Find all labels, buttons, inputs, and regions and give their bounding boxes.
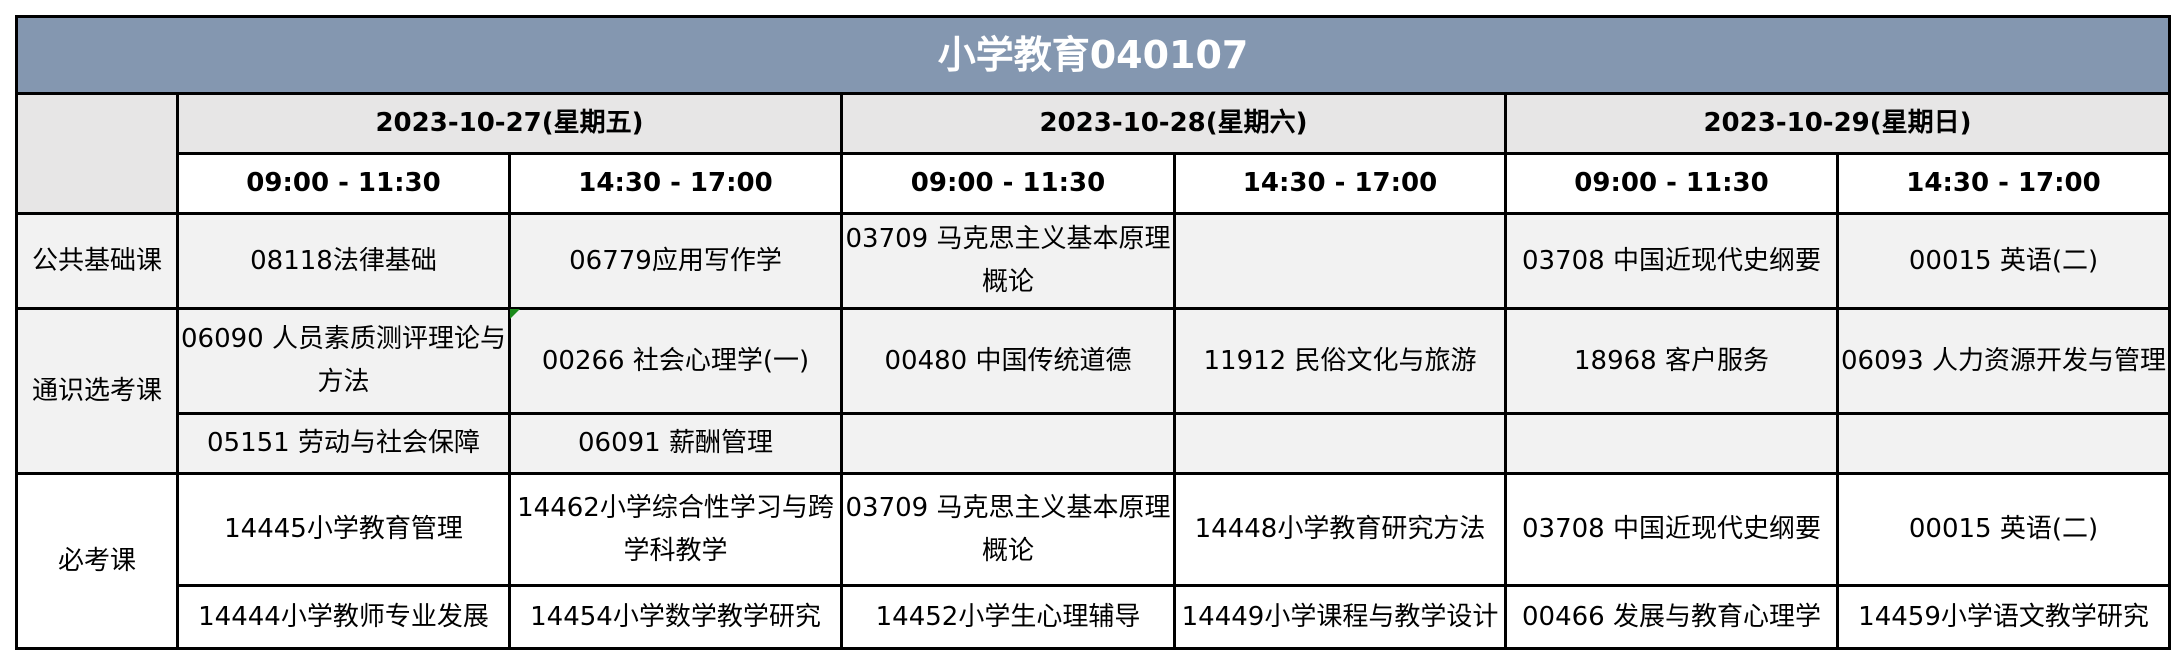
table-row: 必考课 14445小学教育管理 14462小学综合性学习与跨学科教学 03709… <box>15 472 2172 650</box>
category-label: 必考课 <box>15 472 179 650</box>
course-cell <box>1173 412 1507 475</box>
course-cell <box>840 412 1176 475</box>
table-row: 05151 劳动与社会保障 06091 薪酬管理 <box>17 412 2172 475</box>
course-cell: 14448小学教育研究方法 <box>1173 472 1507 587</box>
table-title: 小学教育040107 <box>14 15 2172 95</box>
course-cell: 14445小学教育管理 <box>176 472 511 587</box>
course-cell: 06779应用写作学 <box>508 212 843 310</box>
date-header: 2023-10-27(星期五) <box>176 92 843 155</box>
exam-schedule-table: 小学教育040107 2023-10-27(星期五) 2023-10-28(星期… <box>14 15 2172 650</box>
comment-marker-icon[interactable] <box>510 309 520 319</box>
corner-cell <box>15 92 179 215</box>
course-cell: 14454小学数学教学研究 <box>508 584 843 650</box>
date-header: 2023-10-29(星期日) <box>1503 92 2172 155</box>
table-row: 通识选考课 06090 人员素质测评理论与方法 00266 社会心理学(一) 0… <box>15 307 2172 475</box>
course-cell: 00015 英语(二) <box>1835 212 2172 310</box>
time-header: 14:30 - 17:00 <box>1173 152 1507 215</box>
time-header: 09:00 - 11:30 <box>176 152 511 215</box>
time-header: 09:00 - 11:30 <box>1504 152 1839 215</box>
course-cell: 14452小学生心理辅导 <box>840 584 1176 650</box>
category-label: 通识选考课 <box>15 307 179 475</box>
course-cell: 14462小学综合性学习与跨学科教学 <box>508 472 843 587</box>
course-cell: 08118法律基础 <box>176 212 511 310</box>
course-cell <box>1835 412 2172 475</box>
course-cell: 03708 中国近现代史纲要 <box>1504 472 1839 587</box>
course-cell: 03709 马克思主义基本原理概论 <box>840 472 1176 587</box>
course-cell: 03709 马克思主义基本原理概论 <box>840 212 1176 310</box>
course-cell: 03708 中国近现代史纲要 <box>1504 212 1839 310</box>
course-cell <box>1504 412 1839 475</box>
course-cell: 11912 民俗文化与旅游 <box>1173 307 1507 415</box>
time-header: 09:00 - 11:30 <box>840 152 1176 215</box>
course-cell: 00466 发展与教育心理学 <box>1504 584 1839 650</box>
table-row: 14444小学教师专业发展 14454小学数学教学研究 14452小学生心理辅导… <box>17 584 2172 650</box>
course-cell: 05151 劳动与社会保障 <box>176 412 511 475</box>
course-cell: 18968 客户服务 <box>1504 307 1839 415</box>
course-cell: 00266 社会心理学(一) <box>508 307 843 415</box>
category-label: 公共基础课 <box>15 212 179 310</box>
table-row: 公共基础课 08118法律基础 06779应用写作学 03709 马克思主义基本… <box>15 212 2172 310</box>
course-cell <box>1173 212 1507 310</box>
course-cell: 00480 中国传统道德 <box>840 307 1176 415</box>
course-cell: 06093 人力资源开发与管理 <box>1835 307 2172 415</box>
course-cell: 06091 薪酬管理 <box>508 412 843 475</box>
course-cell: 14449小学课程与教学设计 <box>1173 584 1507 650</box>
course-cell: 06090 人员素质测评理论与方法 <box>176 307 511 415</box>
course-cell: 14444小学教师专业发展 <box>176 584 511 650</box>
time-header: 14:30 - 17:00 <box>1835 152 2172 215</box>
time-header: 14:30 - 17:00 <box>508 152 843 215</box>
course-cell: 14459小学语文教学研究 <box>1835 584 2172 650</box>
date-header: 2023-10-28(星期六) <box>840 92 1507 155</box>
course-text: 00266 社会心理学(一) <box>541 345 810 376</box>
course-cell: 00015 英语(二) <box>1835 472 2172 587</box>
